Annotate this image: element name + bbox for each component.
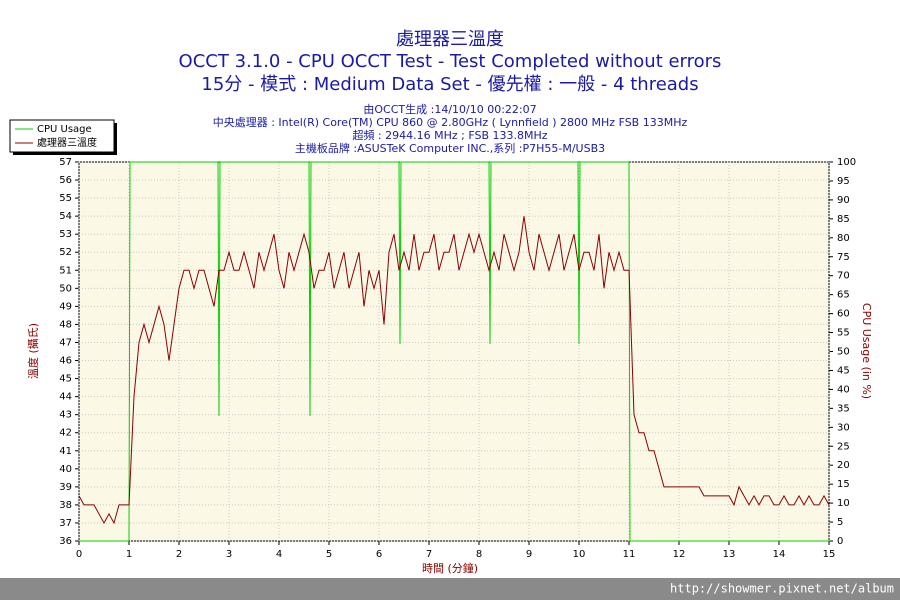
y-tick-label: 38 <box>59 500 72 511</box>
y2-tick-label: 95 <box>837 176 850 187</box>
y2-axis-label: CPU Usage (in %) <box>860 303 873 399</box>
y2-tick-label: 60 <box>837 309 850 320</box>
y-tick-label: 39 <box>59 482 72 493</box>
x-tick-label: 11 <box>623 549 636 560</box>
x-axis-label: 時間 (分鐘) <box>422 561 478 575</box>
y-tick-label: 41 <box>59 446 72 457</box>
legend-label: 處理器三溫度 <box>37 136 97 149</box>
x-tick-label: 10 <box>573 549 586 560</box>
y2-tick-label: 30 <box>837 422 850 433</box>
info-line: 超頻 : 2944.16 MHz ; FSB 133.8MHz <box>352 128 547 142</box>
y-tick-label: 37 <box>59 518 72 529</box>
x-tick-label: 7 <box>426 549 432 560</box>
y2-tick-label: 5 <box>837 517 843 528</box>
y-tick-label: 42 <box>59 428 72 439</box>
x-tick-label: 8 <box>476 549 482 560</box>
y-tick-label: 53 <box>59 229 72 240</box>
chart-subtitle: OCCT 3.1.0 - CPU OCCT Test - Test Comple… <box>179 51 722 72</box>
y-tick-label: 46 <box>59 356 72 367</box>
y2-tick-label: 25 <box>837 441 850 452</box>
x-tick-label: 2 <box>176 549 182 560</box>
y2-tick-label: 35 <box>837 403 850 414</box>
y-tick-label: 45 <box>59 374 72 385</box>
y2-tick-label: 50 <box>837 347 850 358</box>
y-tick-label: 44 <box>59 392 72 403</box>
y2-tick-label: 20 <box>837 460 850 471</box>
y-tick-label: 43 <box>59 410 72 421</box>
y-tick-label: 49 <box>59 301 72 312</box>
y-tick-label: 36 <box>59 536 72 547</box>
x-tick-label: 14 <box>773 549 786 560</box>
x-tick-label: 3 <box>226 549 232 560</box>
x-tick-label: 5 <box>326 549 332 560</box>
y2-tick-label: 75 <box>837 252 850 263</box>
y2-tick-label: 85 <box>837 214 850 225</box>
y2-tick-label: 10 <box>837 498 850 509</box>
x-tick-label: 15 <box>823 549 836 560</box>
x-tick-label: 0 <box>76 549 82 560</box>
series-line <box>78 216 830 525</box>
info-line: 主機板品牌 :ASUSTeK Computer INC.,系列 :P7H55-M… <box>295 141 605 155</box>
y2-tick-label: 45 <box>837 365 850 376</box>
y-tick-label: 57 <box>59 157 72 168</box>
legend <box>9 119 115 153</box>
footer: http://showmer.pixnet.net/album <box>670 582 894 596</box>
y2-tick-label: 65 <box>837 290 850 301</box>
y2-tick-label: 100 <box>837 157 856 168</box>
y-tick-label: 56 <box>59 175 72 186</box>
x-tick-label: 6 <box>376 549 382 560</box>
plot-area <box>78 161 830 542</box>
y2-tick-label: 55 <box>837 328 850 339</box>
y-tick-label: 50 <box>59 283 72 294</box>
series-line <box>79 161 829 542</box>
x-tick-label: 1 <box>126 549 132 560</box>
y-tick-label: 54 <box>59 211 72 222</box>
y-axis-label: 溫度 (攝氏) <box>26 323 40 379</box>
y-tick-label: 51 <box>59 265 72 276</box>
info-line: 中央處理器 : Intel(R) Core(TM) CPU 860 @ 2.80… <box>213 115 688 129</box>
y-tick-label: 52 <box>59 247 72 258</box>
y2-tick-label: 40 <box>837 384 850 395</box>
y2-tick-label: 90 <box>837 195 850 206</box>
x-tick-label: 12 <box>673 549 686 560</box>
y2-tick-label: 0 <box>837 536 843 547</box>
info-line: 由OCCT生成 :14/10/10 00:22:07 <box>363 102 536 116</box>
x-tick-label: 9 <box>526 549 532 560</box>
y2-tick-label: 80 <box>837 233 850 244</box>
x-tick-label: 13 <box>723 549 736 560</box>
chart-title: 處理器三溫度 <box>396 29 504 50</box>
y2-tick-label: 15 <box>837 479 850 490</box>
y-tick-label: 55 <box>59 193 72 204</box>
x-tick-label: 4 <box>276 549 282 560</box>
y-tick-label: 48 <box>59 319 72 330</box>
y-tick-label: 47 <box>59 337 72 348</box>
legend-label: CPU Usage <box>37 124 92 135</box>
footer-bar <box>0 578 900 600</box>
chart-subtitle: 15分 - 模式 : Medium Data Set - 優先權 : 一般 - … <box>201 74 698 95</box>
y-tick-label: 40 <box>59 464 72 475</box>
y2-tick-label: 70 <box>837 271 850 282</box>
